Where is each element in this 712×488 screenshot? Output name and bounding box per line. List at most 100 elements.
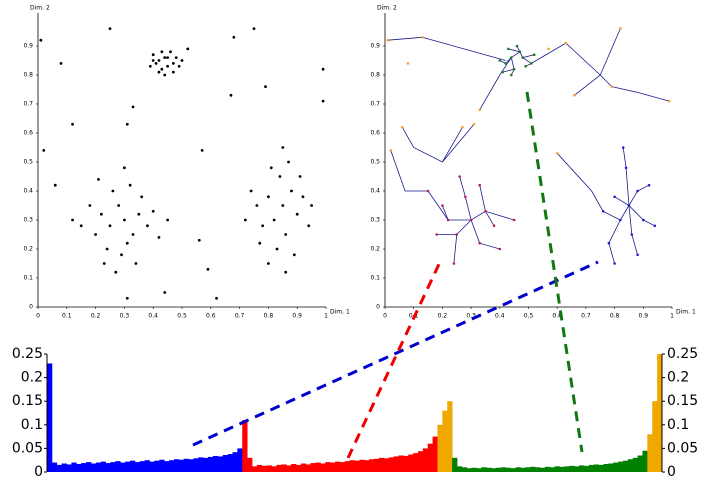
bar <box>417 451 424 472</box>
point <box>146 224 149 228</box>
bar <box>603 463 609 472</box>
bar <box>134 462 141 472</box>
point <box>435 233 438 236</box>
bar <box>217 456 224 472</box>
point <box>295 212 299 216</box>
point <box>252 27 256 30</box>
point <box>97 178 100 181</box>
point <box>114 270 118 274</box>
bar <box>266 465 272 472</box>
x-tick-label: 0.4 <box>148 313 158 320</box>
point <box>292 253 296 257</box>
bar <box>71 462 77 472</box>
x-tick-label: 0.8 <box>610 313 620 320</box>
point <box>134 262 138 265</box>
y-tick-label: 0.7 <box>23 101 33 108</box>
point <box>406 62 410 65</box>
bar <box>627 459 634 472</box>
point <box>166 64 170 68</box>
y-tick-label: 0.1 <box>23 275 33 282</box>
y-tick-label: 0.9 <box>370 43 380 50</box>
bar <box>212 455 219 472</box>
bar <box>281 464 287 472</box>
point <box>125 122 129 126</box>
point <box>521 56 525 59</box>
bar <box>334 461 341 472</box>
x-tick-label: 0.2 <box>438 313 448 320</box>
point <box>501 70 504 74</box>
bar <box>47 363 53 472</box>
bar <box>261 465 268 472</box>
point <box>461 125 464 129</box>
point <box>125 241 129 245</box>
bar <box>320 463 326 472</box>
point <box>530 62 533 65</box>
bar <box>437 424 443 472</box>
bar <box>491 468 497 472</box>
point <box>573 94 576 97</box>
y-tick-label: 0.1 <box>21 417 43 433</box>
bar <box>242 420 248 472</box>
point <box>249 189 253 193</box>
x-tick-label: 0.5 <box>177 313 187 320</box>
y-tick-label-right: 0.05 <box>667 440 698 456</box>
point <box>163 73 167 77</box>
bar <box>198 457 204 472</box>
point <box>160 67 164 71</box>
point <box>627 204 631 207</box>
y-axis-label: Dim. 2 <box>30 5 50 12</box>
bar <box>466 468 473 472</box>
bar <box>315 462 321 472</box>
y-tick-label: 0.2 <box>21 370 43 386</box>
bar <box>510 468 516 472</box>
point <box>515 44 519 48</box>
bar <box>90 463 97 472</box>
point <box>386 38 390 42</box>
connector-blue <box>192 260 599 447</box>
point <box>232 35 236 39</box>
bar <box>237 448 243 472</box>
bar <box>173 459 180 472</box>
point <box>613 262 616 265</box>
point <box>111 189 115 193</box>
x-tick-label: 0.8 <box>264 313 274 320</box>
bar <box>398 455 404 472</box>
point <box>509 56 513 59</box>
bar <box>452 457 458 472</box>
bar <box>559 466 565 472</box>
y-tick-label-right: 0.1 <box>667 417 689 433</box>
bar <box>295 464 302 472</box>
x-tick-label: 0.3 <box>466 313 476 320</box>
y-axis-label: Dim. 2 <box>377 5 397 12</box>
bar <box>95 462 102 472</box>
point <box>42 149 46 152</box>
point <box>53 183 57 187</box>
point <box>166 56 170 59</box>
point <box>310 204 313 207</box>
x-tick-label: 0.7 <box>235 313 245 320</box>
point <box>243 218 247 222</box>
point <box>630 233 634 236</box>
bar <box>486 467 492 472</box>
y-tick-label-right: 0.25 <box>667 346 698 362</box>
x-tick-label: 0.1 <box>62 313 72 320</box>
point <box>555 152 559 155</box>
y-tick-label: 0.7 <box>370 101 380 108</box>
bar <box>378 457 385 472</box>
bar <box>647 434 653 472</box>
x-tick-label: 0.3 <box>120 313 130 320</box>
point <box>469 218 473 222</box>
bar <box>642 450 648 472</box>
x-tick-label: 0 <box>383 313 387 320</box>
point <box>255 204 259 207</box>
point <box>452 262 456 265</box>
point <box>154 62 158 65</box>
bar <box>154 460 160 472</box>
bar <box>388 457 394 472</box>
connector-red <box>346 261 442 459</box>
point <box>169 50 172 54</box>
point <box>131 105 135 109</box>
point <box>426 189 430 193</box>
point <box>71 218 74 222</box>
